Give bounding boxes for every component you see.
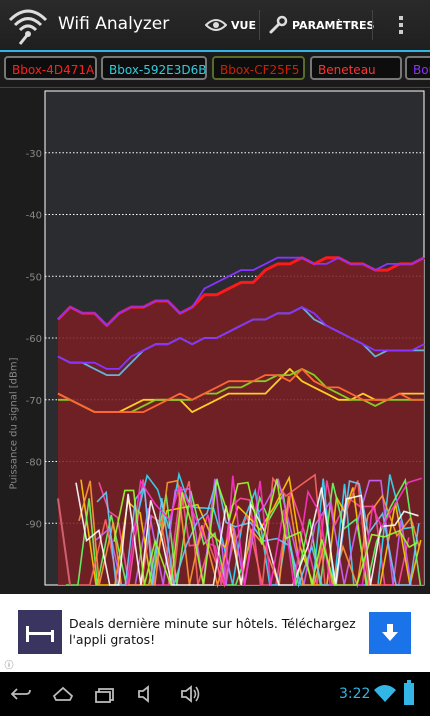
system-nav-bar: 3:22 xyxy=(0,672,430,716)
wifi-analyzer-logo-icon[interactable] xyxy=(6,4,50,46)
view-button[interactable]: VUE xyxy=(205,10,256,40)
network-legend: Bbox-4D471A Bbox-592E3D6B Bbox-CF25F5 Benet… xyxy=(0,54,430,86)
series-line xyxy=(57,306,425,370)
app-title: Wifi Analyzer xyxy=(58,14,170,34)
back-icon[interactable] xyxy=(10,684,32,704)
weak-network-trace xyxy=(57,498,71,586)
series-line xyxy=(57,368,424,413)
signal-chart: -30 -40 -50 -60 -70 -80 -90 xyxy=(26,90,425,589)
overflow-menu-button[interactable] xyxy=(392,10,410,40)
y-tick-label: -40 xyxy=(26,211,42,222)
settings-button-label: PARAMÈTRES xyxy=(292,18,375,32)
y-tick-label: -30 xyxy=(26,149,42,160)
network-chip[interactable]: Beneteau xyxy=(310,56,402,80)
y-tick-label: -60 xyxy=(26,334,42,345)
recent-apps-icon[interactable] xyxy=(94,684,116,704)
network-chip[interactable]: Bbox-CF25F5 xyxy=(212,56,305,80)
ad-headline[interactable]: Deals dernière minute sur hôtels. Téléch… xyxy=(69,616,356,647)
ad-hotel-image[interactable] xyxy=(18,610,62,654)
eye-icon xyxy=(205,19,227,31)
y-tick-label: -70 xyxy=(26,396,42,407)
series-line xyxy=(57,256,425,327)
settings-button[interactable]: PARAMÈTRES xyxy=(268,10,374,40)
weak-network-trace xyxy=(133,471,415,586)
legend-divider xyxy=(0,87,430,88)
y-tick-label: -90 xyxy=(26,519,42,530)
download-arrow-icon xyxy=(382,624,398,641)
view-button-label: VUE xyxy=(231,18,256,32)
y-tick-label: -50 xyxy=(26,272,42,283)
battery-icon xyxy=(404,680,414,705)
status-clock: 3:22 xyxy=(339,686,371,702)
network-chip[interactable]: Bou xyxy=(405,56,430,80)
weak-network-trace xyxy=(78,479,420,589)
weak-network-trace xyxy=(75,482,419,586)
volume-up-icon[interactable] xyxy=(180,684,202,704)
actionbar-divider xyxy=(372,10,373,40)
home-icon[interactable] xyxy=(52,684,74,704)
network-chip[interactable]: Bbox-592E3D6B xyxy=(101,56,207,80)
volume-down-icon[interactable] xyxy=(136,684,158,704)
wrench-icon xyxy=(269,15,288,34)
y-tick-label: -80 xyxy=(26,458,42,469)
actionbar-divider xyxy=(259,10,260,40)
action-bar: Wifi Analyzer VUE PARAMÈTRES xyxy=(0,0,430,52)
weak-network-trace xyxy=(113,478,418,586)
network-chip[interactable]: Bbox-4D471A xyxy=(4,56,97,80)
ad-banner[interactable]: Deals dernière minute sur hôtels. Téléch… xyxy=(0,594,430,672)
weak-network-trace xyxy=(96,478,420,589)
signal-graph[interactable]: Puissance du signal [dBm] -30 -40 -50 -60 -7… xyxy=(0,88,430,593)
bed-icon xyxy=(26,626,54,642)
series-fill xyxy=(58,257,424,585)
wifi-signal-icon xyxy=(374,685,396,702)
weak-network-trace xyxy=(126,475,422,586)
ad-download-button[interactable] xyxy=(369,612,411,654)
more-vert-icon xyxy=(399,16,403,34)
ad-info-icon[interactable]: ⓘ xyxy=(1,658,17,671)
